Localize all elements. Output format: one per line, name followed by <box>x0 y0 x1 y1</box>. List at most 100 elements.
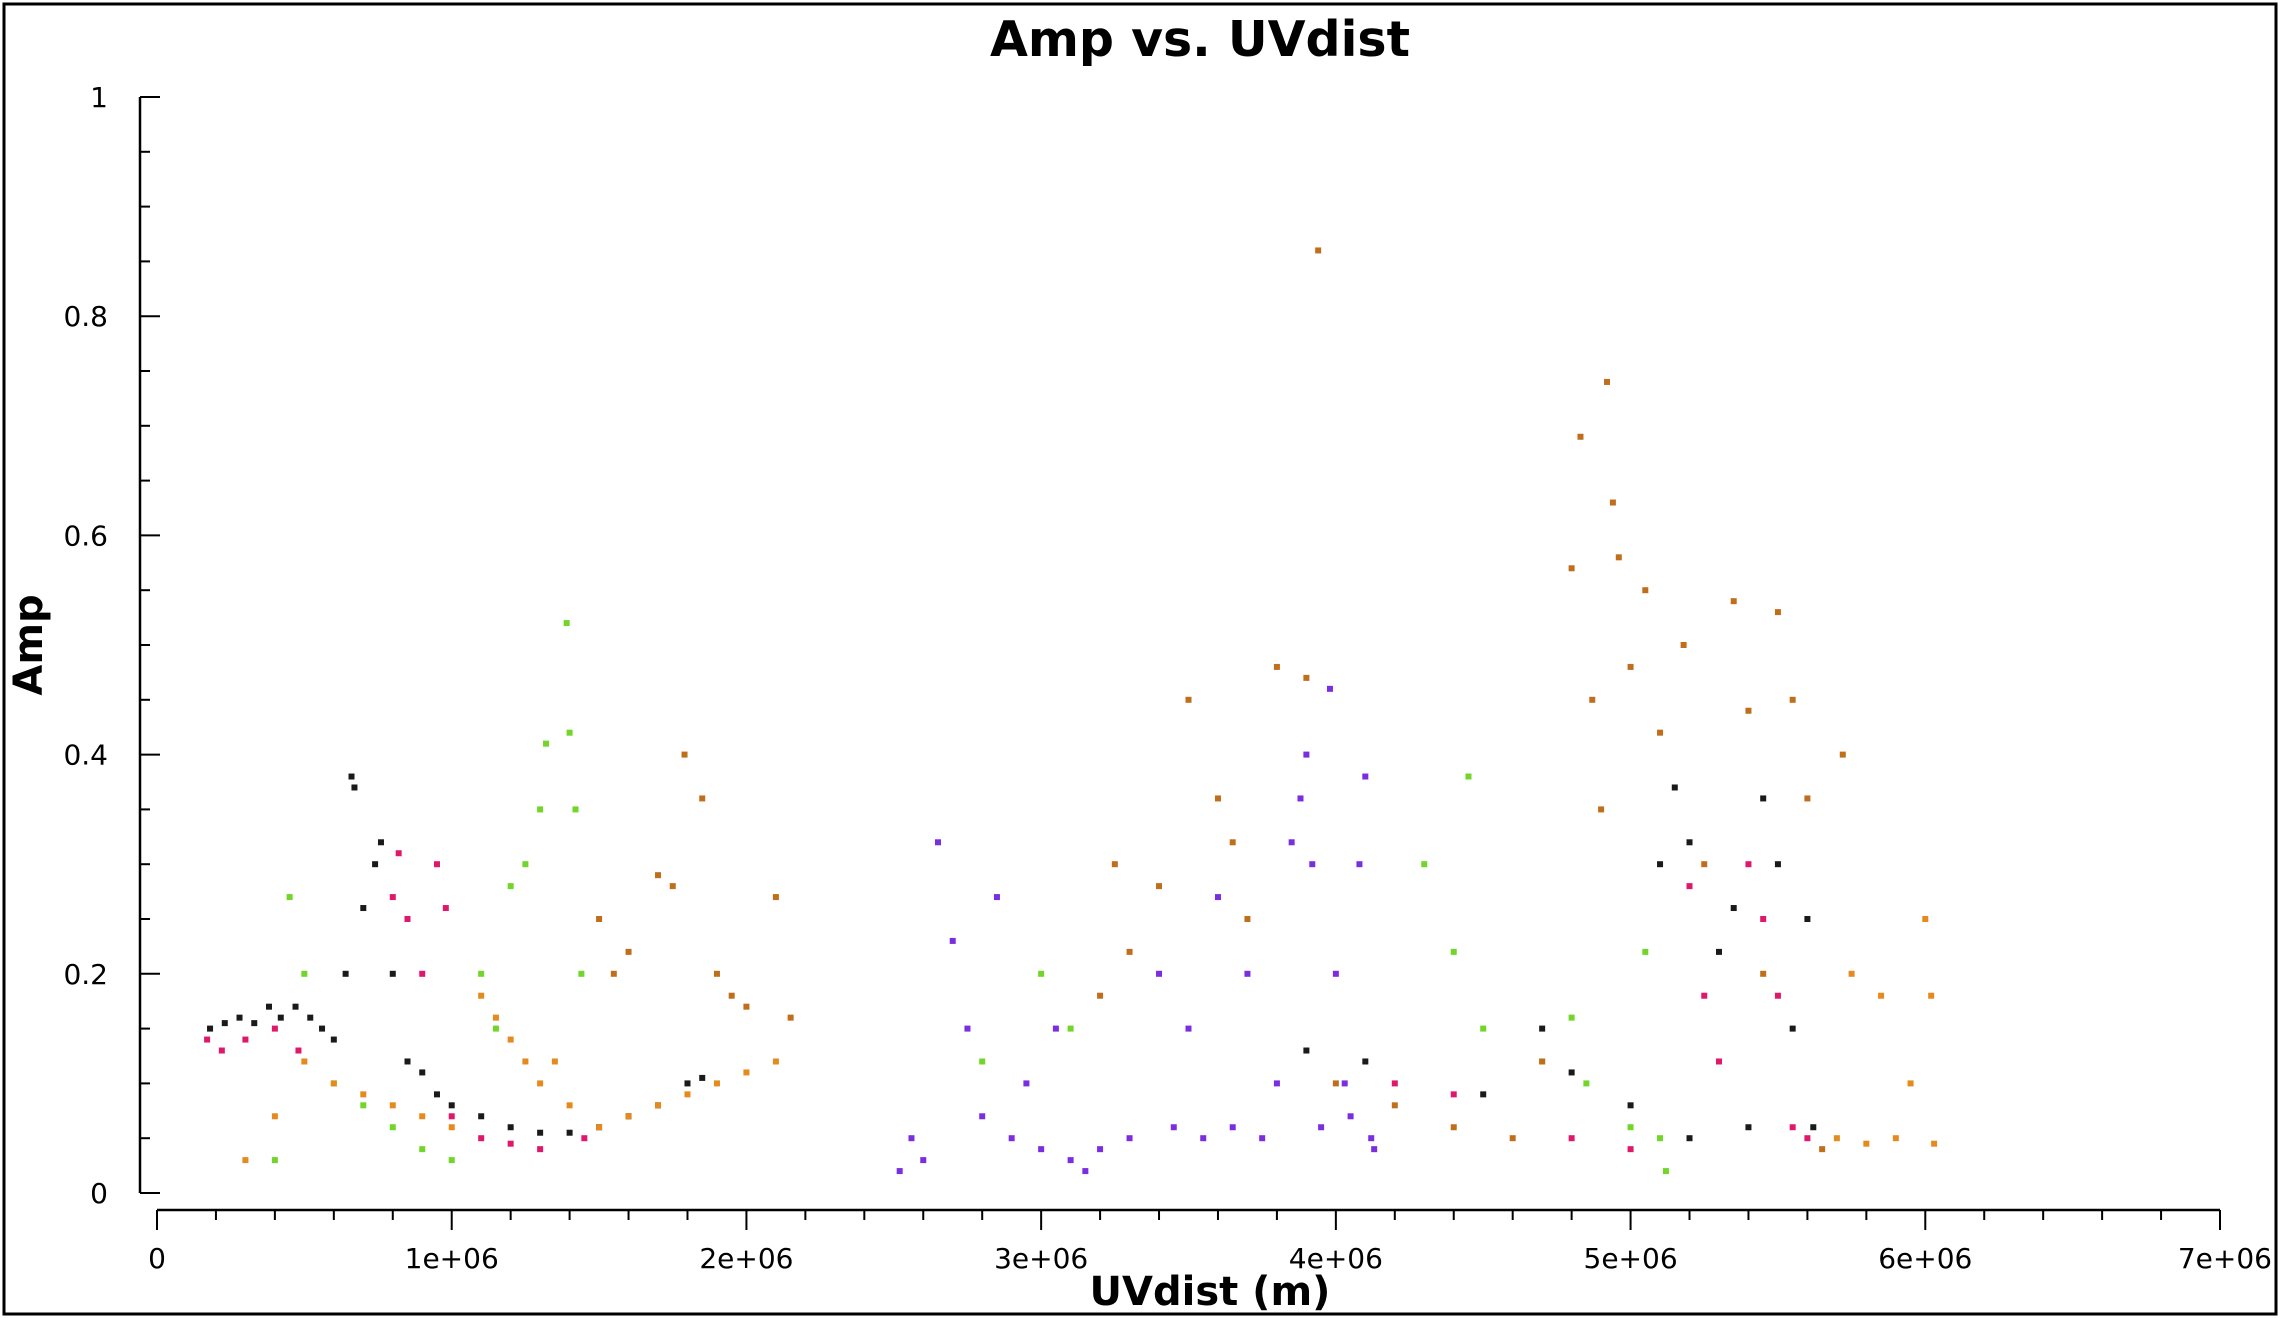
data-point <box>301 970 308 977</box>
data-point <box>404 1058 411 1065</box>
data-point <box>1539 1058 1546 1065</box>
data-point <box>1745 861 1752 868</box>
data-point <box>271 1025 278 1032</box>
x-axis-label: UVdist (m) <box>1090 1269 1331 1315</box>
data-point <box>1774 609 1781 616</box>
data-point <box>389 1102 396 1109</box>
data-point <box>713 1080 720 1087</box>
data-point <box>1097 992 1104 999</box>
data-point <box>1589 696 1596 703</box>
data-point <box>1297 795 1304 802</box>
data-point <box>728 992 735 999</box>
data-point <box>1362 773 1369 780</box>
data-point <box>1642 948 1649 955</box>
data-point <box>1347 1113 1354 1120</box>
data-point <box>537 1080 544 1087</box>
data-point <box>1362 1058 1369 1065</box>
data-point <box>492 1014 499 1021</box>
data-point <box>572 806 579 813</box>
data-point <box>1577 433 1584 440</box>
data-point <box>563 620 570 627</box>
data-point <box>286 894 293 901</box>
data-point <box>307 1014 314 1021</box>
x-tick-label: 0 <box>148 1242 166 1275</box>
data-point <box>1662 1168 1669 1175</box>
data-point <box>1185 696 1192 703</box>
data-point <box>655 1102 662 1109</box>
data-point <box>1371 1146 1378 1153</box>
data-point <box>1259 1135 1266 1142</box>
data-point <box>442 905 449 912</box>
data-point <box>1715 948 1722 955</box>
data-point <box>522 1058 529 1065</box>
y-axis-label: Amp <box>6 594 52 695</box>
data-point <box>1391 1080 1398 1087</box>
data-point <box>389 1124 396 1131</box>
data-point <box>1480 1025 1487 1032</box>
y-tick-label: 0.6 <box>63 519 108 552</box>
data-point <box>419 970 426 977</box>
data-point <box>389 894 396 901</box>
data-point <box>1273 663 1280 670</box>
x-axis-ticks: 0 1e+06 2e+06 3e+06 4e+06 5e+06 6e+06 7e+06 <box>148 1210 2272 1275</box>
data-point <box>772 1058 779 1065</box>
data-point <box>1156 883 1163 890</box>
data-point <box>1627 1102 1634 1109</box>
y-tick-label: 0.8 <box>63 300 108 333</box>
data-point <box>1273 1080 1280 1087</box>
data-point <box>1368 1135 1375 1142</box>
data-point <box>1568 1069 1575 1076</box>
data-point <box>1848 970 1855 977</box>
data-point <box>1450 1091 1457 1098</box>
data-point <box>1839 751 1846 758</box>
data-point <box>655 872 662 879</box>
data-point <box>566 729 573 736</box>
data-point <box>1126 948 1133 955</box>
data-point <box>395 850 402 857</box>
data-point <box>271 1113 278 1120</box>
data-point <box>301 1058 308 1065</box>
data-point <box>896 1168 903 1175</box>
data-point <box>537 1146 544 1153</box>
data-point <box>1038 1146 1045 1153</box>
data-point <box>242 1157 249 1164</box>
data-point <box>507 1036 514 1043</box>
data-point <box>681 751 688 758</box>
data-point <box>448 1124 455 1131</box>
data-point <box>578 970 585 977</box>
data-point <box>1229 1124 1236 1131</box>
data-point <box>507 1140 514 1147</box>
data-point <box>271 1157 278 1164</box>
x-tick-label: 4e+06 <box>1289 1242 1383 1275</box>
data-point <box>1598 806 1605 813</box>
data-point <box>1701 861 1708 868</box>
data-point <box>1214 795 1221 802</box>
data-point <box>1480 1091 1487 1098</box>
data-point <box>419 1146 426 1153</box>
data-point <box>743 1069 750 1076</box>
data-point <box>1760 970 1767 977</box>
data-point <box>1686 839 1693 846</box>
data-point <box>478 1135 485 1142</box>
data-point <box>566 1129 573 1136</box>
data-point <box>1421 861 1428 868</box>
data-point <box>1303 1047 1310 1054</box>
data-point <box>772 894 779 901</box>
data-point <box>684 1091 691 1098</box>
data-point <box>1568 1135 1575 1142</box>
data-point <box>1539 1025 1546 1032</box>
data-point <box>1789 1025 1796 1032</box>
data-point <box>625 948 632 955</box>
data-point <box>1023 1080 1030 1087</box>
data-point <box>448 1113 455 1120</box>
data-point <box>1907 1080 1914 1087</box>
data-point <box>1170 1124 1177 1131</box>
data-point <box>1642 587 1649 594</box>
data-point <box>1760 916 1767 922</box>
data-point <box>1391 1102 1398 1109</box>
data-point <box>1819 1146 1826 1153</box>
data-point <box>348 773 355 780</box>
data-point <box>949 937 956 944</box>
